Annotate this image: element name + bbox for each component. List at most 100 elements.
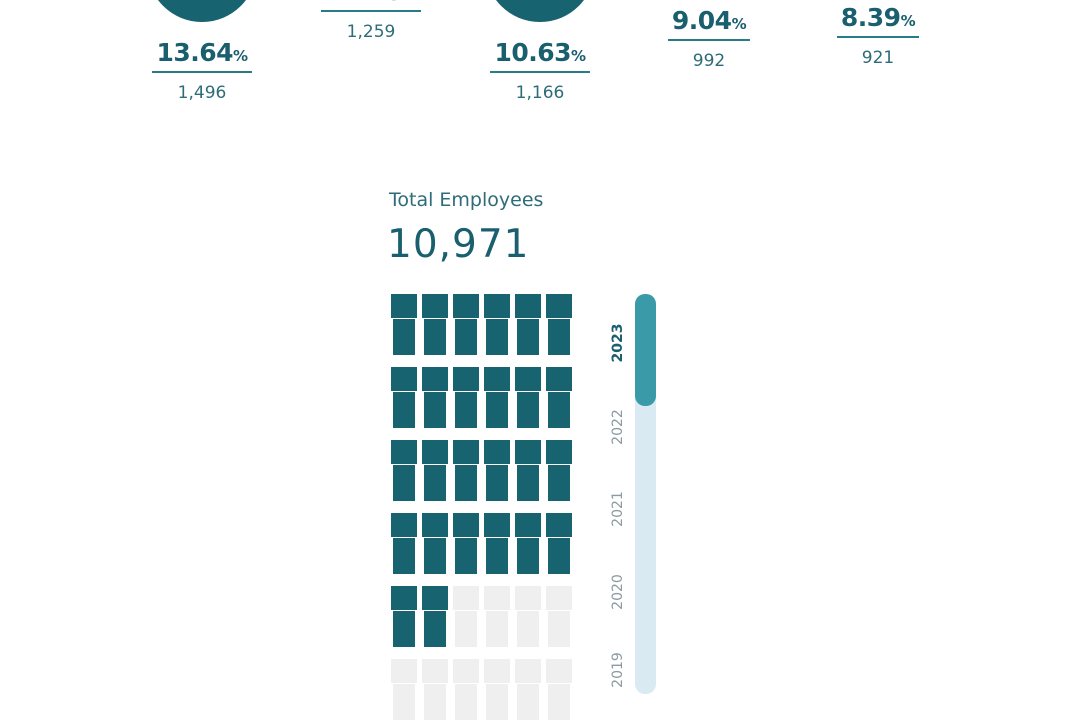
- person-icon: [391, 440, 417, 501]
- icon-head: [546, 294, 572, 318]
- icon-head: [391, 294, 417, 318]
- person-icon: [515, 586, 541, 647]
- icon-head: [484, 440, 510, 464]
- person-icon: [422, 440, 448, 501]
- person-icon: [453, 440, 479, 501]
- year-label[interactable]: 2020: [610, 574, 626, 610]
- person-icon: [515, 294, 541, 355]
- person-icon: [484, 659, 510, 720]
- total-value: 10,971: [387, 222, 530, 267]
- stat: 9.04% 992: [649, 6, 769, 71]
- icon-head: [515, 294, 541, 318]
- icon-body: [455, 538, 477, 574]
- percent: 10.63%: [490, 38, 590, 73]
- icon-head: [391, 586, 417, 610]
- icon-head: [484, 294, 510, 318]
- icon-body: [393, 684, 415, 720]
- icon-body: [548, 611, 570, 647]
- person-icon: [453, 367, 479, 428]
- percent-unit: %: [571, 47, 586, 65]
- percent-unit: %: [402, 0, 417, 4]
- icon-head: [453, 440, 479, 464]
- count: 1,496: [177, 83, 227, 103]
- icon-head: [484, 659, 510, 683]
- percent-value: 11.48: [325, 0, 402, 6]
- person-icon: [546, 586, 572, 647]
- icon-head: [422, 294, 448, 318]
- percent-unit: %: [731, 15, 747, 33]
- icon-head: [515, 586, 541, 610]
- icon-body: [486, 319, 508, 355]
- icon-head: [515, 513, 541, 537]
- icon-head: [484, 367, 510, 391]
- stat: 8.39% 921: [818, 3, 938, 68]
- count: 921: [861, 48, 895, 68]
- person-icon: [546, 659, 572, 720]
- icon-body: [486, 538, 508, 574]
- icon-head: [484, 513, 510, 537]
- icon-body: [393, 319, 415, 355]
- icon-head: [546, 513, 572, 537]
- icon-body: [486, 465, 508, 501]
- year-label[interactable]: 2023: [610, 323, 626, 363]
- count: 1,166: [515, 83, 565, 103]
- person-icon: [391, 513, 417, 574]
- icon-body: [424, 465, 446, 501]
- stat: 13.64% 1,496: [142, 38, 262, 103]
- icon-body: [548, 319, 570, 355]
- page: 13.64% 1,496 11.48% 1,259 10.63% 1,166 9.04% 99…: [142, 0, 938, 720]
- percent-value: 9.04: [671, 6, 732, 35]
- circle: [485, 0, 595, 22]
- icon-body: [424, 611, 446, 647]
- icon-head: [422, 513, 448, 537]
- year-label[interactable]: 2022: [610, 409, 626, 445]
- person-icon: [422, 586, 448, 647]
- icon-head: [453, 586, 479, 610]
- icon-head: [546, 367, 572, 391]
- icon-body: [517, 392, 539, 428]
- slider-thumb[interactable]: [635, 294, 656, 406]
- icon-head: [422, 367, 448, 391]
- icon-head: [546, 440, 572, 464]
- icon-head: [453, 513, 479, 537]
- icon-body: [517, 465, 539, 501]
- count: 1,259: [346, 22, 396, 42]
- year-label[interactable]: 2019: [610, 652, 626, 688]
- percent-value: 13.64: [156, 38, 234, 67]
- percent-unit: %: [233, 47, 248, 65]
- icon-body: [393, 392, 415, 428]
- total-label: Total Employees: [389, 189, 544, 211]
- icon-head: [391, 659, 417, 683]
- icon-body: [393, 611, 415, 647]
- person-icon: [422, 294, 448, 355]
- person-icon: [453, 294, 479, 355]
- person-icon: [515, 513, 541, 574]
- person-icon: [484, 367, 510, 428]
- icon-head: [546, 659, 572, 683]
- icon-body: [517, 611, 539, 647]
- percent: 13.64%: [152, 38, 252, 73]
- icon-body: [548, 392, 570, 428]
- count: 992: [692, 51, 726, 71]
- person-icon: [484, 440, 510, 501]
- person-icon: [453, 513, 479, 574]
- person-icon: [422, 513, 448, 574]
- icon-head: [515, 440, 541, 464]
- person-icon: [391, 586, 417, 647]
- icon-head: [515, 659, 541, 683]
- person-icon: [391, 294, 417, 355]
- person-icon: [391, 659, 417, 720]
- stat: 11.48% 1,259: [311, 0, 431, 42]
- year-label[interactable]: 2021: [610, 491, 626, 527]
- icon-head: [391, 367, 417, 391]
- icon-body: [455, 392, 477, 428]
- person-icon: [453, 586, 479, 647]
- person-icon: [422, 659, 448, 720]
- icon-body: [548, 538, 570, 574]
- person-icon: [422, 367, 448, 428]
- person-icon: [453, 659, 479, 720]
- person-icon: [546, 513, 572, 574]
- icon-head: [422, 586, 448, 610]
- person-icon: [546, 440, 572, 501]
- icon-head: [453, 367, 479, 391]
